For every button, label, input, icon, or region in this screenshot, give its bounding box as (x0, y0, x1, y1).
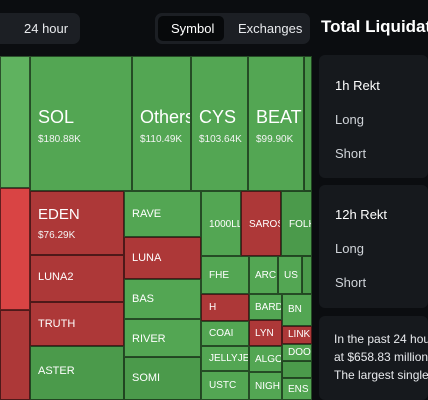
tile-beat[interactable]: BEAT $99.90K (248, 56, 304, 191)
tile-symbol: 1000LL (209, 219, 241, 230)
tile-symbol: EDEN (38, 206, 80, 223)
tile-link[interactable]: LINK (282, 326, 312, 344)
tile-folk[interactable]: FOLK (281, 191, 312, 256)
tile-symbol: SOL (38, 107, 75, 127)
tile-sol[interactable]: SOL $180.88K (30, 56, 132, 191)
tile-symbol: COAI (209, 328, 234, 339)
tile-us[interactable]: US (278, 256, 302, 294)
tile-symbol: BEAT (256, 107, 302, 127)
tile-others[interactable]: Others $110.49K (132, 56, 191, 191)
tile-bas[interactable]: BAS (124, 279, 201, 319)
tile-coai[interactable]: COAI (201, 321, 249, 346)
view-toggle: Symbol Exchanges (155, 13, 310, 44)
tab-symbol-active-bg (158, 16, 224, 41)
tile-symbol: LUNA2 (38, 271, 74, 283)
period-label: 24 hour (24, 21, 69, 36)
tile-symbol: H (209, 302, 217, 313)
tile-lyn[interactable]: LYN (249, 320, 282, 346)
tile-symbol: LUNA (132, 252, 162, 264)
tile-jellyje[interactable]: JELLYJE (201, 346, 249, 371)
liquidation-treemap: SOL $180.88K Others $110.49K CYS $103.64… (0, 56, 312, 400)
tile-nigh[interactable]: NIGH (249, 372, 282, 400)
tile-symbol: ALGO (255, 354, 282, 365)
tile-luna2[interactable]: LUNA2 (30, 255, 124, 302)
tile-left-green[interactable] (0, 56, 30, 188)
tile-algo[interactable]: ALGO (249, 346, 282, 372)
card-12h-rekt: 12h Rekt Long Short (319, 185, 428, 308)
tile-symbol: RIVER (132, 333, 166, 345)
tile-1000ll[interactable]: 1000LL (201, 191, 241, 256)
tile-bn[interactable]: BN (282, 294, 312, 326)
tab-symbol[interactable]: Symbol (171, 21, 215, 36)
tile-ens[interactable]: ENS (282, 378, 312, 400)
tile-luna[interactable]: LUNA (124, 237, 201, 279)
card-row-long: Long (335, 241, 364, 256)
card-row-short: Short (335, 275, 367, 290)
tile-symbol: JELLYJE (209, 353, 249, 364)
tile-value: $99.90K (256, 134, 294, 145)
toolbar: 24 hour Symbol Exchanges Total Liquidati… (0, 0, 428, 56)
tile-value: $76.29K (38, 230, 76, 241)
tile-doo[interactable]: DOO (282, 344, 312, 361)
tile-rave[interactable]: RAVE (124, 191, 201, 237)
note-line: at $658.83 million (334, 350, 428, 364)
tile-arc[interactable]: ARC (249, 256, 278, 294)
tile-value: $180.88K (38, 134, 81, 145)
tile-somi[interactable]: SOMI (124, 357, 201, 400)
tile-symbol: ASTER (38, 365, 75, 377)
tile-left-red-2[interactable] (0, 310, 30, 400)
tile-edge-2[interactable] (302, 256, 312, 294)
tile-saros[interactable]: SAROS (241, 191, 281, 256)
tile-symbol: SOMI (132, 372, 161, 384)
tile-symbol: BARD (255, 302, 282, 313)
tile-symbol: BAS (132, 293, 155, 305)
note-line: In the past 24 hour (334, 332, 428, 346)
period-selector[interactable]: 24 hour (0, 13, 80, 44)
tile-symbol: NIGH (255, 381, 280, 392)
summary-note: In the past 24 hour at $658.83 million T… (319, 316, 428, 400)
card-heading: 12h Rekt (335, 207, 388, 222)
tile-cys[interactable]: CYS $103.64K (191, 56, 248, 191)
tile-value: $110.49K (140, 134, 183, 145)
tile-symbol: RAVE (132, 208, 162, 220)
tab-exchanges[interactable]: Exchanges (238, 21, 303, 36)
tile-symbol: ENS (288, 384, 309, 395)
tile-symbol: BN (288, 304, 302, 315)
tile-symbol: DOO (288, 347, 311, 358)
tile-aster[interactable]: ASTER (30, 346, 124, 400)
tile-symbol: LYN (255, 328, 274, 339)
card-row-short: Short (335, 146, 367, 161)
tile-left-red[interactable] (0, 188, 30, 310)
tile-eden[interactable]: EDEN $76.29K (30, 191, 124, 255)
tile-symbol: LINK (288, 329, 311, 340)
tile-symbol: FOLK (289, 219, 311, 230)
card-1h-rekt: 1h Rekt Long Short (319, 55, 428, 178)
tile-symbol: ARC (255, 270, 277, 281)
tile-value: $103.64K (199, 134, 242, 145)
tile-fhe[interactable]: FHE (201, 256, 249, 294)
tile-symbol: US (284, 270, 298, 281)
note-line: The largest single l (334, 368, 428, 382)
tile-symbol: Others (140, 107, 191, 127)
tile-river[interactable]: RIVER (124, 319, 201, 357)
tile-bard[interactable]: BARD (249, 294, 282, 320)
card-heading: 1h Rekt (335, 78, 380, 93)
tile-edge[interactable] (304, 56, 312, 191)
tile-small[interactable] (282, 361, 312, 378)
tile-symbol: SAROS (249, 219, 281, 230)
tile-symbol: FHE (209, 270, 229, 281)
tile-symbol: CYS (199, 107, 237, 127)
tile-ustc[interactable]: USTC (201, 371, 249, 400)
tile-symbol: USTC (209, 380, 237, 391)
tile-h[interactable]: H (201, 294, 249, 321)
tile-truth[interactable]: TRUTH (30, 302, 124, 346)
card-row-long: Long (335, 112, 364, 127)
panel-title: Total Liquidatio (321, 17, 428, 36)
tile-symbol: TRUTH (38, 318, 76, 330)
